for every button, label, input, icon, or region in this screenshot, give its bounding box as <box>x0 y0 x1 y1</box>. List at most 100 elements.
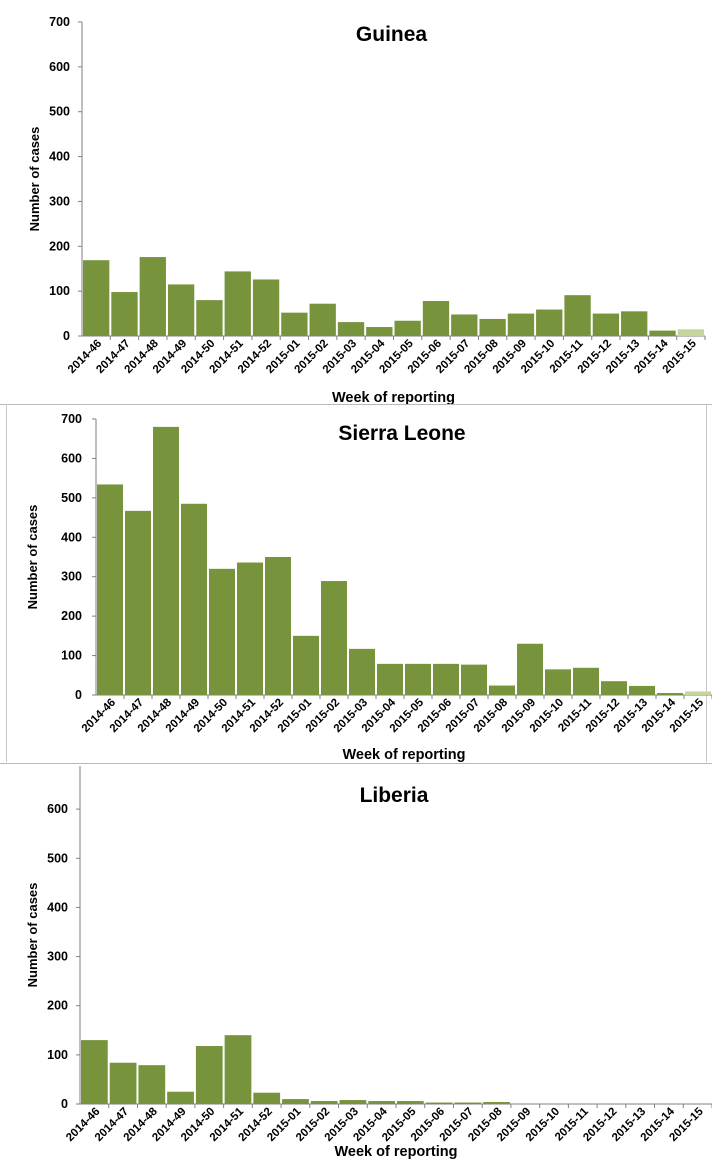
guinea-bar-2015-08 <box>479 318 506 336</box>
sierra-leone-y-tick-label: 500 <box>61 491 82 505</box>
liberia-bar-2015-08 <box>483 1102 510 1104</box>
sierra-leone-bar-2014-46 <box>97 484 123 695</box>
liberia-y-axis-label: Number of cases <box>25 883 40 988</box>
guinea-y-tick-label: 500 <box>49 105 70 119</box>
sierra-leone-bar-2014-50 <box>209 568 235 695</box>
liberia-y-tick-label: 200 <box>47 999 68 1013</box>
sierra-leone-bar-2015-01 <box>293 635 319 695</box>
guinea-bar-2014-50 <box>196 300 223 336</box>
sierra-leone-bar-2015-10 <box>545 669 571 695</box>
sierra-leone-bar-2015-14 <box>657 693 683 695</box>
guinea-x-axis-label: Week of reporting <box>332 390 455 404</box>
guinea-bar-2014-51 <box>224 271 251 336</box>
liberia-bar-2015-04 <box>368 1101 395 1104</box>
guinea-chart-title: Guinea <box>356 23 428 46</box>
sierra-leone-chart-title: Sierra Leone <box>338 422 465 445</box>
sierra-leone-y-tick-label: 600 <box>61 451 82 465</box>
guinea-bar-2015-13 <box>621 311 648 336</box>
sierra-leone-y-tick-label: 100 <box>61 649 82 663</box>
sierra-leone-y-axis-label: Number of cases <box>25 505 40 610</box>
guinea-y-tick-label: 100 <box>49 284 70 298</box>
sierra-leone-bar-2015-06 <box>433 663 459 695</box>
liberia-bar-2014-49 <box>167 1091 194 1104</box>
guinea-bar-2015-04 <box>366 327 393 336</box>
liberia-y-tick-label: 400 <box>47 900 68 914</box>
sierra-leone-bar-2015-04 <box>377 663 403 695</box>
liberia-bar-2015-06 <box>425 1102 453 1104</box>
guinea-bar-2015-07 <box>451 314 478 336</box>
sierra-leone-bar-2014-52 <box>265 557 291 695</box>
guinea-bar-2015-11 <box>564 295 591 336</box>
sierra-leone-bar-2015-13 <box>629 685 655 695</box>
liberia-bar-2015-03 <box>339 1100 367 1104</box>
guinea-bar-2014-52 <box>252 279 280 336</box>
guinea-bar-2015-03 <box>337 322 365 336</box>
liberia-y-tick-label: 300 <box>47 950 68 964</box>
guinea-bar-2015-10 <box>536 309 563 336</box>
sierra-leone-bar-2014-48 <box>153 426 179 695</box>
guinea-bar-2014-47 <box>111 292 138 336</box>
chart-guinea: 0 100 200 300 400 500 600 700 2014-46 2014-47 2014… <box>0 0 712 404</box>
sierra-leone-bar-2015-15 <box>685 691 711 695</box>
guinea-y-tick-label: 700 <box>49 15 70 29</box>
guinea-bar-2015-12 <box>592 313 620 336</box>
panel-frame-right <box>706 404 707 762</box>
sierra-leone-bar-2015-05 <box>405 663 431 695</box>
liberia-bar-2015-05 <box>397 1101 424 1104</box>
sierra-leone-bar-2015-12 <box>601 681 627 695</box>
sierra-leone-bar-2015-08 <box>489 685 515 695</box>
sierra-leone-bar-2015-09 <box>517 643 543 695</box>
liberia-bar-2014-51 <box>224 1035 252 1104</box>
liberia-bar-2015-07 <box>454 1102 482 1104</box>
guinea-bar-2015-06 <box>422 301 450 336</box>
liberia-chart-title: Liberia <box>360 784 429 807</box>
chart-sierra-leone-svg: 01002003004005006007002014-462014-472014… <box>25 412 712 762</box>
guinea-bar-2014-49 <box>167 284 195 336</box>
panel-divider-bottom <box>0 763 712 764</box>
liberia-bar-2014-46 <box>81 1040 108 1104</box>
sierra-leone-bar-2014-47 <box>125 510 151 695</box>
liberia-bar-2014-48 <box>138 1065 166 1104</box>
chart-liberia: 0 100 200 300 400 500 600 2014-46 2014-47 2014-48… <box>0 766 712 1162</box>
sierra-leone-y-tick-label: 0 <box>75 688 82 702</box>
sierra-leone-y-tick-label: 700 <box>61 412 82 426</box>
chart-sierra-leone: 0 100 200 300 400 500 600 700 2014-46 2014-47 2014… <box>0 404 712 762</box>
chart-guinea-svg: 01002003004005006007002014-462014-472014… <box>27 15 706 404</box>
guinea-bar-2015-01 <box>281 312 308 336</box>
guinea-bar-2015-14 <box>649 330 676 336</box>
sierra-leone-bar-2015-07 <box>461 664 487 695</box>
liberia-y-tick-label: 500 <box>47 851 68 865</box>
sierra-leone-y-tick-label: 200 <box>61 609 82 623</box>
liberia-y-tick-label: 600 <box>47 802 68 816</box>
liberia-x-axis-label: Week of reporting <box>335 1144 458 1160</box>
panel-frame-left <box>6 404 7 762</box>
guinea-bar-2015-09 <box>507 313 535 336</box>
guinea-y-axis-label: Number of cases <box>27 127 42 232</box>
panel-divider-top <box>0 404 712 405</box>
guinea-bar-2015-05 <box>394 320 421 336</box>
liberia-bar-2014-50 <box>195 1046 223 1104</box>
guinea-bar-2014-46 <box>83 260 110 336</box>
liberia-y-tick-label: 100 <box>47 1048 68 1062</box>
sierra-leone-bar-2014-51 <box>237 562 263 695</box>
liberia-bar-2014-52 <box>253 1092 281 1104</box>
guinea-y-tick-label: 400 <box>49 150 70 164</box>
chart-liberia-svg: 01002003004005006002014-462014-472014-48… <box>25 766 712 1160</box>
guinea-y-tick-label: 200 <box>49 239 70 253</box>
liberia-bar-2015-01 <box>282 1099 309 1104</box>
liberia-bar-2014-47 <box>109 1062 137 1104</box>
guinea-bar-2014-48 <box>139 257 166 336</box>
liberia-y-tick-label: 0 <box>61 1097 68 1111</box>
guinea-bar-2015-02 <box>309 303 336 336</box>
guinea-bar-2015-15 <box>677 329 704 336</box>
sierra-leone-y-tick-label: 400 <box>61 530 82 544</box>
guinea-y-tick-label: 0 <box>63 329 70 343</box>
sierra-leone-bar-2015-11 <box>573 667 599 695</box>
sierra-leone-y-tick-label: 300 <box>61 570 82 584</box>
sierra-leone-x-axis-label: Week of reporting <box>343 747 466 762</box>
sierra-leone-bar-2015-03 <box>349 648 375 695</box>
sierra-leone-bar-2015-02 <box>321 581 347 695</box>
guinea-y-tick-label: 600 <box>49 60 70 74</box>
liberia-bar-2015-02 <box>310 1101 338 1104</box>
sierra-leone-bar-2014-49 <box>181 503 207 695</box>
